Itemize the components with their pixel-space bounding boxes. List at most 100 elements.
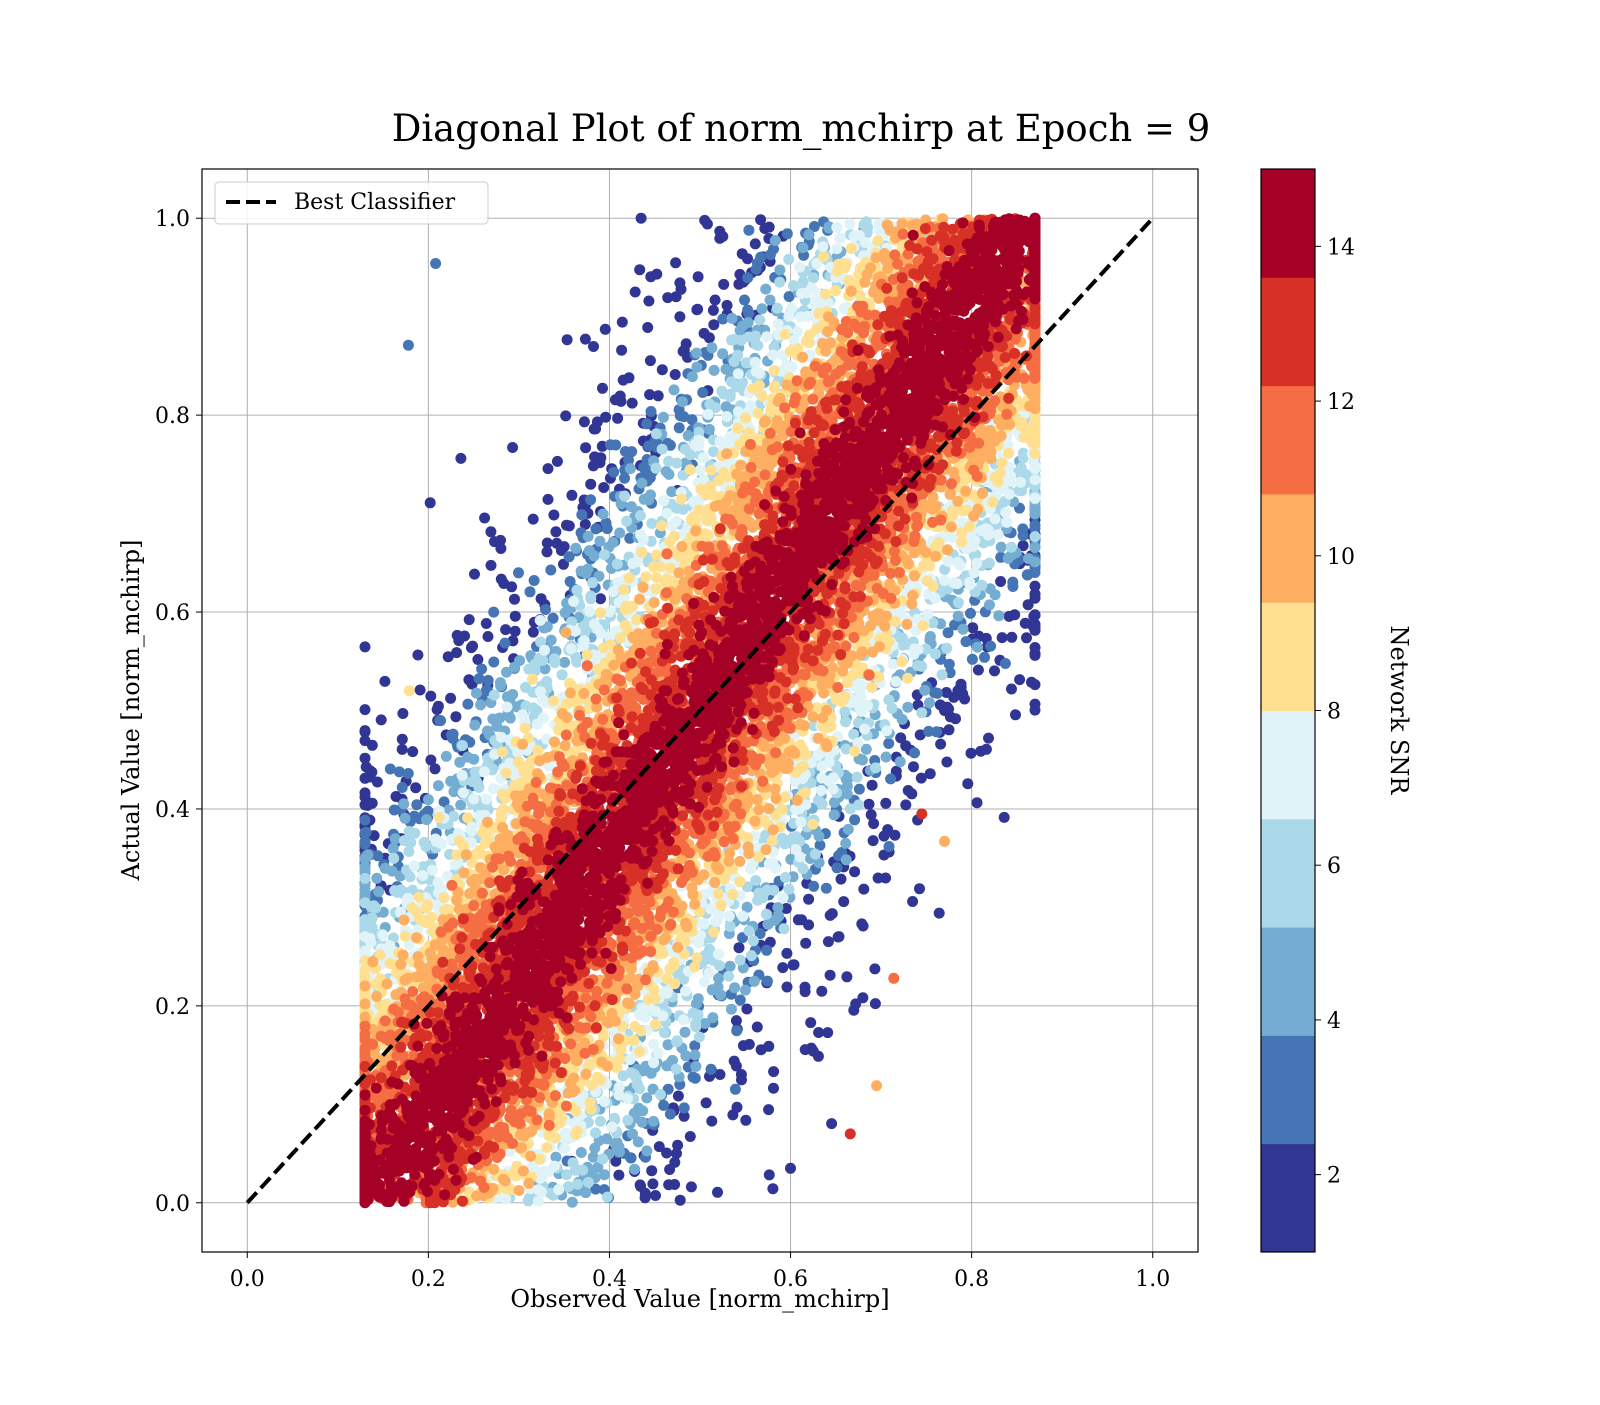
scatter-point [730,1084,741,1095]
scatter-point [914,883,925,894]
scatter-point [803,337,814,348]
scatter-point [643,296,654,307]
scatter-point [360,704,371,715]
scatter-point [502,691,513,702]
scatter-point [717,231,728,242]
scatter-point [473,782,484,793]
scatter-point [410,782,421,793]
scatter-point [943,704,954,715]
scatter-point [525,586,536,597]
scatter-point [488,783,499,794]
scatter-point [367,956,378,967]
scatter-point [902,702,913,713]
scatter-point [543,463,554,474]
scatter-point [664,536,675,547]
scatter-point [767,835,778,846]
scatter-point [586,1104,597,1115]
scatter-point [608,467,619,478]
scatter-point [826,1118,837,1129]
scatter-point [854,784,865,795]
scatter-point [943,627,954,638]
scatter-point [792,326,803,337]
scatter-point [523,1178,534,1189]
scatter-point [565,687,576,698]
scatter-point [966,748,977,759]
scatter-point [704,332,715,343]
scatter-point [500,793,511,804]
scatter-point [727,889,738,900]
scatter-point [710,295,721,306]
scatter-point [615,632,626,643]
scatter-point [464,614,475,625]
scatter-point [476,664,487,675]
scatter-point [773,911,784,922]
scatter-point [805,1017,816,1028]
scatter-point [797,242,808,253]
scatter-point [817,761,828,772]
scatter-point [941,643,952,654]
scatter-point [842,677,853,688]
scatter-point [777,804,788,815]
scatter-point [861,216,872,227]
scatter-point [744,1039,755,1050]
scatter-point [612,1137,623,1148]
scatter-point [697,387,708,398]
scatter-point [680,1050,691,1061]
scatter-point [996,457,1007,468]
scatter-point [691,348,702,359]
scatter-point [454,757,465,768]
scatter-point [1030,531,1041,542]
scatter-point [688,512,699,523]
scatter-point [399,835,410,846]
scatter-point [743,317,754,328]
scatter-point [595,593,606,604]
scatter-point [641,1145,652,1156]
scatter-point [500,638,511,649]
scatter-point [767,858,778,869]
scatter-point [764,1169,775,1180]
scatter-point [931,726,942,737]
scatter-point [699,919,710,930]
scatter-point [835,233,846,244]
scatter-point [669,978,680,989]
scatter-point [756,1044,767,1055]
scatter-point [1030,542,1041,553]
scatter-point [686,1181,697,1192]
scatter-point [638,582,649,593]
scatter-point [972,642,983,653]
scatter-point [827,908,838,919]
scatter-point [804,229,815,240]
scatter-point [744,925,755,936]
scatter-point [626,501,637,512]
scatter-point [901,619,912,630]
scatter-point [507,442,518,453]
scatter-point [712,915,723,926]
scatter-point [471,688,482,699]
scatter-point [581,1069,592,1080]
scatter-point [990,513,1001,524]
scatter-point [389,805,400,816]
scatter-point [965,608,976,619]
scatter-point [421,814,432,825]
scatter-point [763,919,774,930]
scatter-point [509,662,520,673]
scatter-point [860,237,871,248]
scatter-point [679,1102,690,1113]
scatter-point [481,794,492,805]
scatter-point [560,740,571,751]
scatter-point [681,338,692,349]
scatter-point [559,541,570,552]
scatter-point [1006,684,1017,695]
scatter-point [825,970,836,981]
scatter-point [725,961,736,972]
scatter-point [779,923,790,934]
scatter-point [669,384,680,395]
scatter-point [797,352,808,363]
scatter-point [795,817,806,828]
scatter-point [656,520,667,531]
scatter-point [450,859,461,870]
scatter-point [646,406,657,417]
scatter-point [1030,699,1041,710]
scatter-point [500,624,511,635]
scatter-point [750,357,761,368]
